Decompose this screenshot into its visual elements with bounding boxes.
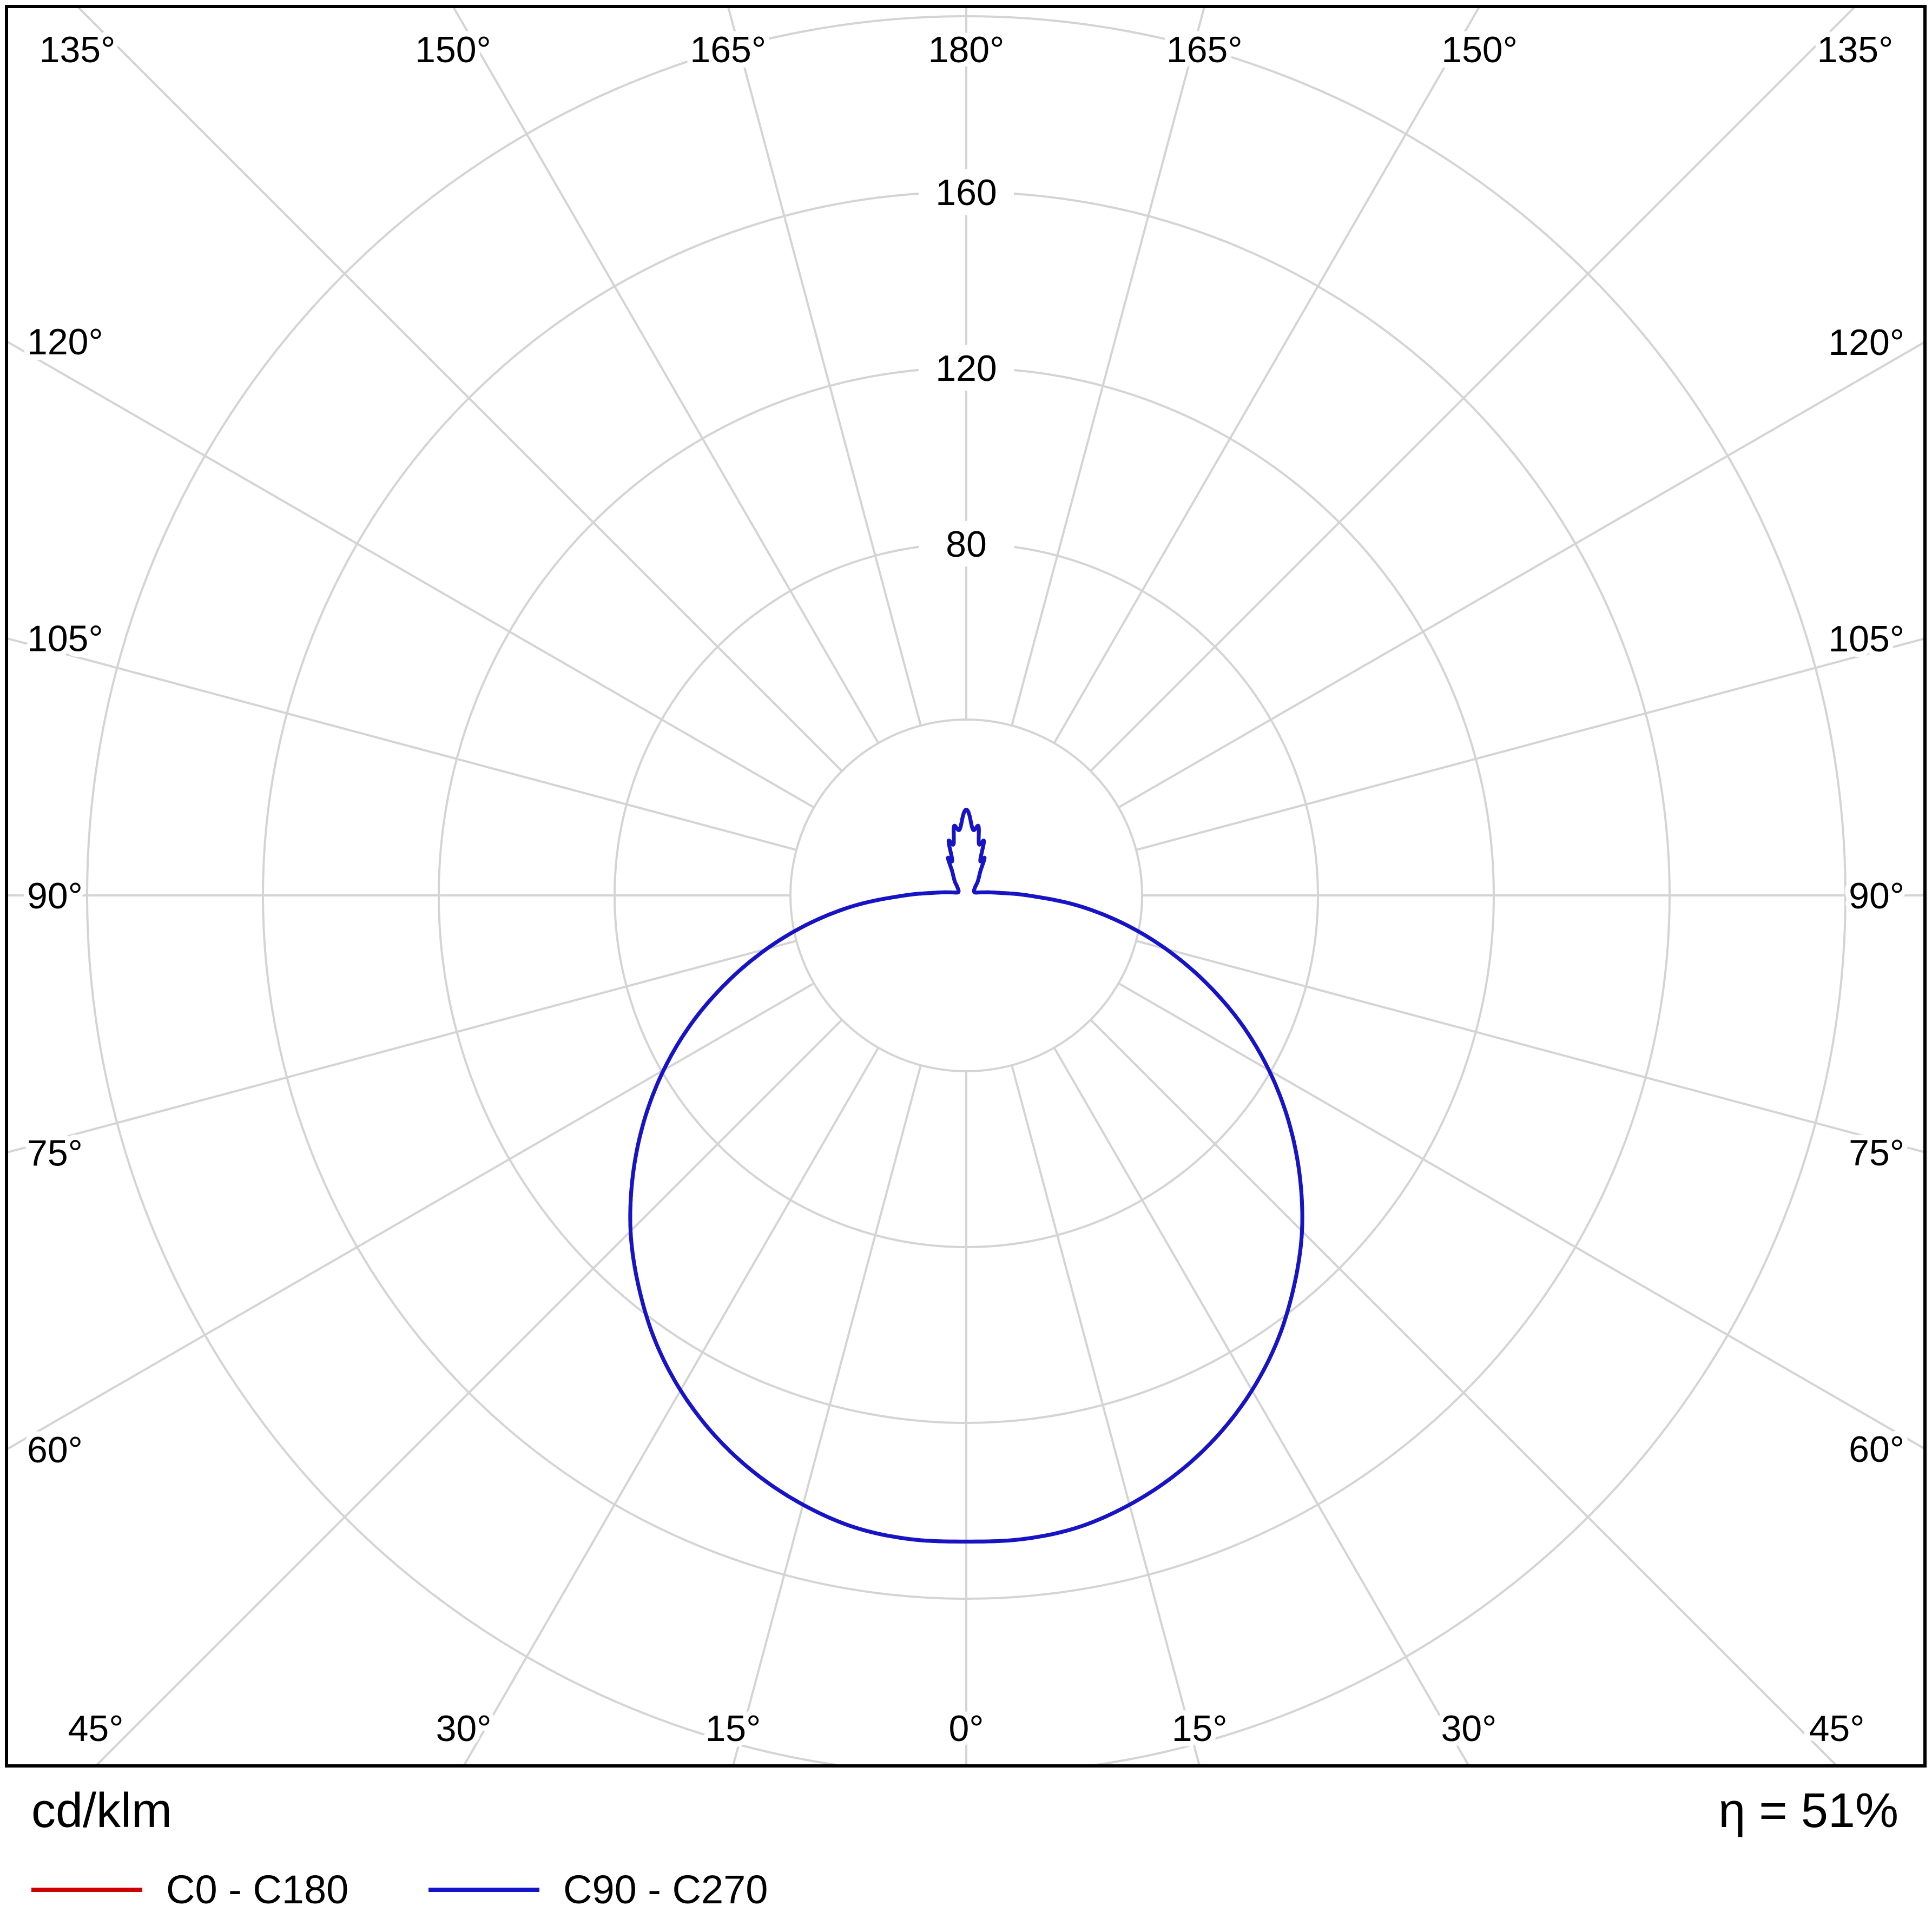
radial-grid-line	[1053, 1047, 1471, 1766]
radial-grid-line	[1090, 1019, 1838, 1766]
angle-label: 165°	[1166, 29, 1243, 70]
series-curve-c90-c270	[628, 808, 1304, 1544]
ring-label: 80	[946, 524, 987, 565]
angle-label: 165°	[690, 29, 766, 70]
radial-grid-line	[731, 1065, 922, 1766]
angle-label: 45°	[68, 1708, 124, 1749]
angle-label: 60°	[1849, 1429, 1904, 1470]
angle-label: 15°	[1172, 1708, 1228, 1749]
plot-border	[5, 5, 1927, 1768]
radial-grid-line	[6, 940, 797, 1154]
radial-grid-line	[6, 637, 797, 851]
radial-grid-line	[1090, 6, 1857, 772]
angle-label: 75°	[27, 1132, 83, 1173]
radial-grid-line	[1136, 637, 1925, 851]
angle-label: 180°	[928, 29, 1005, 70]
angle-label: 30°	[1441, 1708, 1497, 1749]
legend-item-c90-c270: C90 - C270	[428, 1867, 768, 1913]
radial-grid-line	[76, 6, 843, 772]
angle-label: 105°	[27, 618, 103, 660]
grid-circle	[789, 718, 1143, 1072]
radial-grid-line	[1118, 982, 1925, 1450]
angle-label: 120°	[1828, 322, 1904, 363]
radial-grid-line	[1136, 940, 1925, 1153]
angle-label: 120°	[27, 321, 103, 362]
angle-label: 15°	[705, 1708, 761, 1749]
radial-grid-line	[1011, 6, 1206, 726]
units-label: cd/klm	[31, 1784, 173, 1838]
angle-label: 90°	[27, 875, 83, 916]
angle-label: 135°	[1817, 29, 1894, 70]
radial-grid-line	[1053, 6, 1481, 744]
radial-grid-line	[1011, 1065, 1201, 1766]
angle-label: 0°	[948, 1708, 984, 1749]
radial-grid-line	[1118, 340, 1925, 809]
ring-label-mask	[919, 345, 1014, 391]
angle-label: 75°	[1849, 1132, 1904, 1173]
legend-swatch-blue-line	[428, 1887, 539, 1892]
legend-swatch-red-line	[31, 1887, 142, 1892]
radial-grid-line	[452, 6, 880, 744]
ring-label: 160	[935, 172, 997, 213]
angle-label: 30°	[436, 1708, 492, 1749]
legend-label-c90-c270: C90 - C270	[563, 1867, 768, 1912]
radial-grid-line	[462, 1047, 880, 1766]
angle-label: 150°	[1441, 29, 1518, 70]
radial-grid-line	[6, 340, 815, 809]
radial-grid-line	[94, 1019, 843, 1766]
angle-label: 90°	[1849, 875, 1904, 916]
radial-grid-line	[727, 6, 922, 726]
legend-label-c0-c180: C0 - C180	[166, 1867, 349, 1912]
angle-label: 45°	[1809, 1708, 1865, 1749]
angle-label: 135°	[39, 29, 116, 70]
ring-label: 120	[935, 348, 997, 389]
ring-label-mask	[919, 169, 1014, 215]
angle-label: 150°	[415, 29, 491, 70]
legend-item-c0-c180: C0 - C180	[31, 1867, 348, 1913]
angle-label: 60°	[27, 1429, 83, 1471]
efficiency-value: η = 51%	[1718, 1784, 1898, 1838]
radial-grid-line	[6, 982, 815, 1451]
ring-label-mask	[919, 521, 1014, 566]
angle-label: 105°	[1828, 618, 1904, 660]
